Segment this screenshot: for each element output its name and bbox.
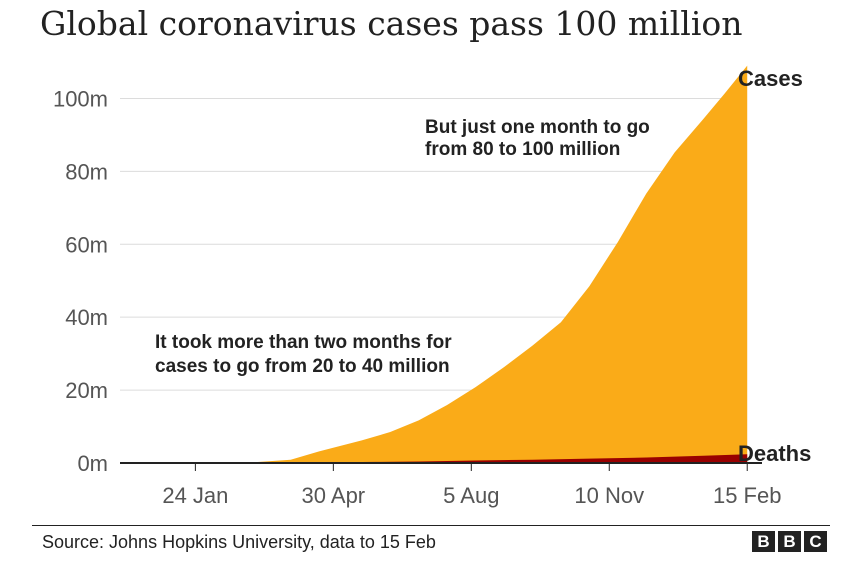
annotation-line: cases to go from 20 to 40 million: [155, 356, 450, 377]
y-tick-label: 20m: [65, 378, 108, 403]
x-tick-label: 30 Apr: [302, 483, 366, 508]
annotation-line: But just one month to go: [425, 117, 650, 138]
x-tick-label: 10 Nov: [574, 483, 644, 508]
x-tick-label: 5 Aug: [443, 483, 499, 508]
area-series: [162, 65, 748, 464]
y-tick-label: 60m: [65, 232, 108, 257]
y-tick-label: 0m: [77, 451, 108, 476]
y-tick-label: 40m: [65, 305, 108, 330]
bbc-logo-letter: B: [752, 531, 775, 552]
annotation-line: It took more than two months for: [155, 332, 452, 353]
series-label-deaths: Deaths: [738, 441, 811, 466]
y-tick-label: 80m: [65, 159, 108, 184]
x-axis-ticks: 24 Jan 30 Apr 5 Aug 10 Nov 15 Feb: [162, 463, 781, 508]
area-chart: 0m 20m 40m 60m 80m 100m 24 Jan 30 Apr 5 Aug 10 N…: [53, 65, 811, 508]
series-labels: Cases Deaths: [738, 66, 811, 466]
y-tick-label: 100m: [53, 86, 108, 111]
series-label-cases: Cases: [738, 66, 803, 91]
chart-title: Global coronavirus cases pass 100 millio…: [40, 4, 743, 43]
bbc-logo-letter: B: [778, 531, 801, 552]
source-note: Source: Johns Hopkins University, data t…: [42, 532, 436, 552]
area-deaths: [162, 454, 748, 463]
area-cases: [162, 65, 748, 464]
x-tick-label: 15 Feb: [713, 483, 782, 508]
x-tick-label: 24 Jan: [162, 483, 228, 508]
annotation-line: from 80 to 100 million: [425, 139, 620, 160]
bbc-logo: B B C: [752, 531, 827, 552]
bbc-logo-letter: C: [804, 531, 827, 552]
footer-divider: [32, 525, 830, 526]
y-axis-ticks: 0m 20m 40m 60m 80m 100m: [53, 86, 108, 476]
